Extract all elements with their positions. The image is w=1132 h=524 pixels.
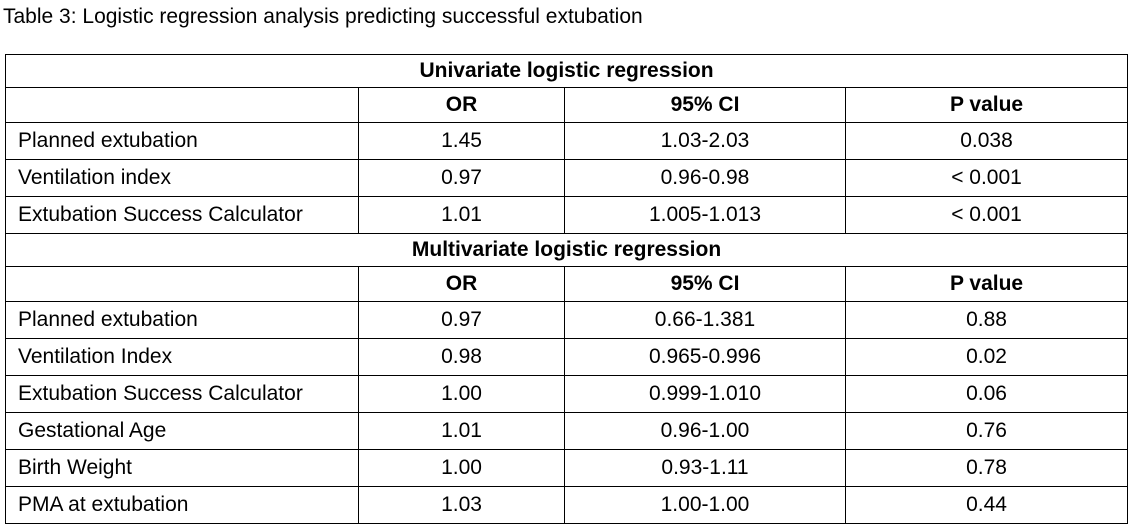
table-row: Ventilation Index 0.98 0.965-0.996 0.02 [5,338,1129,376]
p-value-cell: 0.78 [844,449,1129,487]
row-label: Ventilation index [5,159,359,197]
row-label: Gestational Age [5,412,359,450]
p-value-cell: 0.88 [844,301,1129,339]
p-value-cell: 0.76 [844,412,1129,450]
table-row: Ventilation index 0.97 0.96-0.98 < 0.001 [5,159,1129,197]
table-row: Planned extubation 0.97 0.66-1.381 0.88 [5,301,1129,339]
odds-ratio-cell: 1.45 [358,122,565,160]
section-title-row: Multivariate logistic regression [4,233,1129,267]
section-title-multivariate: Multivariate logistic regression [4,233,1129,267]
confidence-interval-cell: 1.005-1.013 [564,196,846,234]
table-caption: Table 3: Logistic regression analysis pr… [3,5,643,28]
p-value-cell: 0.06 [844,375,1129,413]
odds-ratio-cell: 0.97 [358,301,565,339]
column-header-row: OR 95% CI P value [5,87,1129,123]
header-empty-cell [5,87,359,123]
odds-ratio-cell: 0.97 [358,159,565,197]
confidence-interval-cell: 0.93-1.11 [564,449,846,487]
confidence-interval-cell: 1.00-1.00 [564,486,846,524]
row-label: Ventilation Index [5,338,359,376]
odds-ratio-cell: 0.98 [358,338,565,376]
table-row: Gestational Age 1.01 0.96-1.00 0.76 [5,412,1129,450]
table-row: Planned extubation 1.45 1.03-2.03 0.038 [5,122,1129,160]
header-ci: 95% CI [564,266,846,302]
header-or: OR [358,266,565,302]
table-row: Extubation Success Calculator 1.01 1.005… [5,196,1129,234]
header-ci: 95% CI [564,87,846,123]
table-row: Extubation Success Calculator 1.00 0.999… [5,375,1129,413]
header-or: OR [358,87,565,123]
confidence-interval-cell: 0.96-1.00 [564,412,846,450]
row-label: Extubation Success Calculator [5,375,359,413]
confidence-interval-cell: 0.965-0.996 [564,338,846,376]
p-value-cell: < 0.001 [844,196,1129,234]
odds-ratio-cell: 1.00 [358,375,565,413]
confidence-interval-cell: 1.03-2.03 [564,122,846,160]
header-empty-cell [5,266,359,302]
p-value-cell: < 0.001 [844,159,1129,197]
p-value-cell: 0.02 [844,338,1129,376]
row-label: PMA at extubation [5,486,359,524]
section-title-row: Univariate logistic regression [4,54,1129,88]
row-label: Planned extubation [5,301,359,339]
header-p-value: P value [844,266,1129,302]
p-value-cell: 0.038 [844,122,1129,160]
odds-ratio-cell: 1.03 [358,486,565,524]
confidence-interval-cell: 0.66-1.381 [564,301,846,339]
table-row: PMA at extubation 1.03 1.00-1.00 0.44 [5,486,1129,524]
confidence-interval-cell: 0.999-1.010 [564,375,846,413]
row-label: Extubation Success Calculator [5,196,359,234]
column-header-row: OR 95% CI P value [5,266,1129,302]
odds-ratio-cell: 1.01 [358,412,565,450]
section-title-univariate: Univariate logistic regression [4,54,1129,88]
odds-ratio-cell: 1.00 [358,449,565,487]
odds-ratio-cell: 1.01 [358,196,565,234]
table-row: Birth Weight 1.00 0.93-1.11 0.78 [5,449,1129,487]
confidence-interval-cell: 0.96-0.98 [564,159,846,197]
row-label: Birth Weight [5,449,359,487]
row-label: Planned extubation [5,122,359,160]
header-p-value: P value [844,87,1129,123]
regression-table: Univariate logistic regression OR 95% CI… [4,54,1129,524]
p-value-cell: 0.44 [844,486,1129,524]
